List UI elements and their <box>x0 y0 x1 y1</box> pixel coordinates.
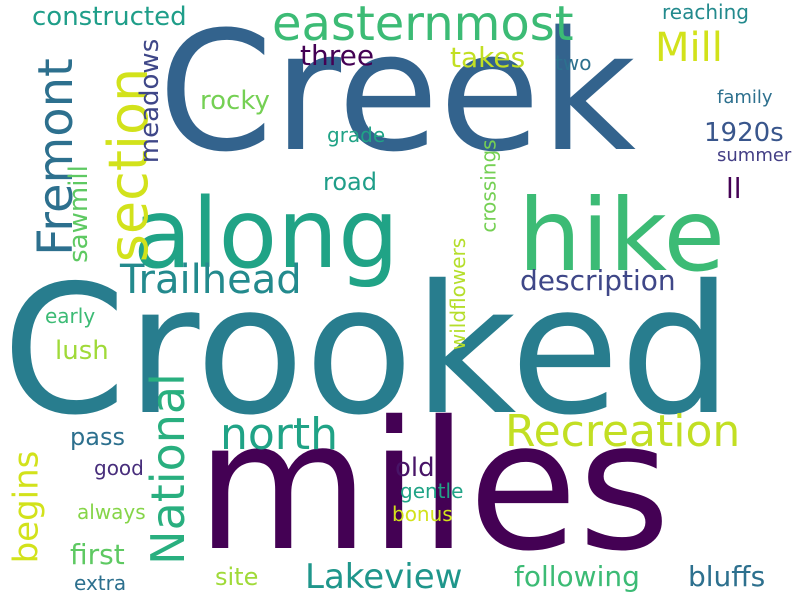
word-north: north <box>220 409 339 460</box>
word-sawmill: sawmill <box>63 165 94 263</box>
word-summer: summer <box>717 145 792 166</box>
word-miles: miles <box>196 383 671 590</box>
word-along: along <box>133 178 400 290</box>
word-hike: hike <box>518 177 726 294</box>
word-site: site <box>215 563 259 591</box>
word-recreation: Recreation <box>505 406 741 457</box>
word-creek: Creek <box>158 0 637 188</box>
word-bonus: bonus <box>392 502 453 526</box>
word-takes: takes <box>450 41 526 74</box>
word-reaching: reaching <box>662 0 749 24</box>
word-description: description <box>520 264 676 297</box>
word-wildflowers: wildflowers <box>446 237 471 351</box>
word-grade: grade <box>327 123 386 147</box>
word-always: always <box>77 500 146 524</box>
word-old: old <box>395 453 435 483</box>
word-three: three <box>300 39 375 72</box>
word-meadows: meadows <box>135 38 166 164</box>
word-lush: lush <box>55 336 109 366</box>
word-easternmost: easternmost <box>272 0 574 52</box>
word-mill: Mill <box>655 25 723 71</box>
word-crossings: crossings <box>476 139 501 233</box>
word-ll: ll <box>726 172 742 205</box>
word-extra: extra <box>74 571 127 595</box>
word-two: two <box>555 51 592 75</box>
word-crooked: Crooked <box>2 247 733 454</box>
word-begins: begins <box>6 450 47 564</box>
word-rocky: rocky <box>200 86 270 116</box>
word-family: family <box>717 87 773 108</box>
word-good: good <box>94 456 144 480</box>
word-following: following <box>514 560 640 593</box>
word-bluffs: bluffs <box>688 560 766 593</box>
word-national: National <box>140 373 195 565</box>
word-early: early <box>45 304 96 328</box>
word-road: road <box>323 168 377 196</box>
word-gentle: gentle <box>400 479 464 503</box>
word-first: first <box>70 538 125 571</box>
word-constructed: constructed <box>32 2 187 32</box>
word-trailhead: Trailhead <box>120 257 302 303</box>
word-lakeview: Lakeview <box>305 557 463 597</box>
word-1920s: 1920s <box>704 118 784 148</box>
word-pass: pass <box>70 423 125 451</box>
